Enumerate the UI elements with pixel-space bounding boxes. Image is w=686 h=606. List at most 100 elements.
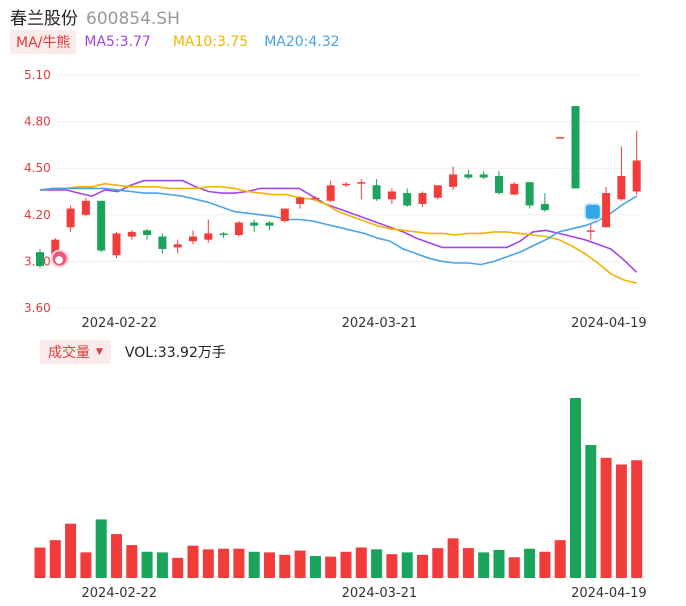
volume-bar <box>554 540 566 578</box>
candle-body <box>189 236 197 242</box>
candle-body <box>495 175 503 194</box>
candle-body <box>219 233 228 235</box>
candle-body <box>464 174 473 178</box>
candle-body <box>403 193 412 206</box>
volume-bar <box>156 552 168 578</box>
candle-body <box>387 191 396 200</box>
volume-bar <box>325 556 337 578</box>
volume-bar <box>462 548 474 578</box>
volume-bar <box>111 534 122 578</box>
candle-body <box>51 239 60 257</box>
volume-bar <box>65 523 77 578</box>
volume-bar <box>570 398 581 578</box>
volume-bar <box>34 547 46 578</box>
candle-body <box>280 208 289 222</box>
stock-code: 600854.SH <box>86 9 180 29</box>
candle-body <box>433 185 442 198</box>
volume-bar <box>172 557 184 578</box>
ma5-legend: MA5:3.77 <box>84 34 151 50</box>
ma-indicator-toggle[interactable]: MA/牛熊 <box>10 30 77 54</box>
volume-bar <box>600 457 612 578</box>
candle-body <box>326 185 335 201</box>
candle-body <box>556 137 565 139</box>
candle-body <box>296 197 305 204</box>
volume-bar <box>202 549 214 578</box>
volume-bar <box>233 548 245 578</box>
volume-bar <box>493 549 505 578</box>
y-tick-label: 4.20 <box>24 208 51 222</box>
volume-bar <box>355 547 367 578</box>
volume-bar <box>279 554 291 578</box>
candle-body <box>97 200 106 251</box>
candle-body <box>234 222 243 235</box>
candle-body <box>510 183 519 195</box>
ma20-legend: MA20:4.32 <box>264 34 340 50</box>
volume-bar <box>187 545 199 578</box>
volume-bar <box>95 519 107 578</box>
volume-bar <box>218 548 230 578</box>
ma-legend: MA/牛熊 MA5:3.77 MA10:3.75 MA20:4.32 <box>10 30 340 54</box>
volume-bar <box>447 538 459 578</box>
ma5-line <box>40 179 638 273</box>
volume-x-tick-label: 2024-03-21 <box>342 586 418 601</box>
candle-body <box>342 183 350 186</box>
candle-body <box>586 230 595 232</box>
volume-bar <box>417 554 428 578</box>
candle-body <box>81 200 90 215</box>
candle-body <box>127 231 136 237</box>
caret-down-icon: ▼ <box>96 347 103 357</box>
candle-body <box>602 193 611 228</box>
candle-body <box>372 185 381 200</box>
volume-bar <box>539 551 551 578</box>
candle-body <box>173 244 182 248</box>
volume-bar <box>585 444 597 578</box>
volume-bar <box>294 550 306 578</box>
volume-bar <box>401 552 413 578</box>
volume-bar <box>524 548 536 578</box>
volume-bar <box>264 552 275 578</box>
candle-body <box>449 174 458 187</box>
candle-body <box>418 193 427 204</box>
candle-body <box>66 208 75 228</box>
candle-body <box>311 197 320 200</box>
x-tick-label: 2024-03-21 <box>342 316 418 331</box>
volume-bar <box>80 552 92 578</box>
volume-bar <box>49 540 61 578</box>
stock-header: 春兰股份 600854.SH <box>10 4 180 29</box>
candle-body <box>525 182 534 206</box>
volume-tag-label: 成交量 <box>48 345 90 361</box>
candle-body <box>540 203 549 211</box>
x-tick-label: 2024-02-22 <box>82 316 158 331</box>
ma10-legend: MA10:3.75 <box>172 34 249 50</box>
volume-bar <box>478 552 490 578</box>
candle-body <box>36 252 44 267</box>
stock-name: 春兰股份 <box>10 9 78 29</box>
candle-body <box>204 233 213 240</box>
candle-body <box>571 106 580 189</box>
bear-icon <box>583 202 602 221</box>
bull-icon: ● <box>50 249 69 268</box>
volume-bar <box>141 551 153 578</box>
volume-bar <box>432 548 444 578</box>
candle-body <box>617 175 626 200</box>
volume-bar <box>508 557 520 578</box>
svg-text:●: ● <box>55 255 64 266</box>
candle-body <box>158 236 167 249</box>
volume-x-tick-label: 2024-04-19 <box>571 586 647 601</box>
volume-value: VOL:33.92万手 <box>124 345 226 361</box>
volume-indicator-dropdown[interactable]: 成交量 ▼ <box>40 340 111 364</box>
candle-body <box>479 174 488 178</box>
volume-legend: 成交量 ▼ VOL:33.92万手 <box>40 340 226 364</box>
volume-x-tick-label: 2024-02-22 <box>82 586 158 601</box>
candle-body <box>112 233 121 256</box>
ma20-line <box>39 187 638 266</box>
volume-bar <box>371 549 383 578</box>
volume-bar <box>631 460 643 578</box>
ma10-line <box>39 182 637 284</box>
candle-body <box>250 222 259 226</box>
y-tick-label: 3.60 <box>24 301 51 315</box>
y-tick-label: 4.50 <box>24 161 51 175</box>
y-tick-label: 4.80 <box>24 115 51 129</box>
volume-bar <box>309 556 321 578</box>
